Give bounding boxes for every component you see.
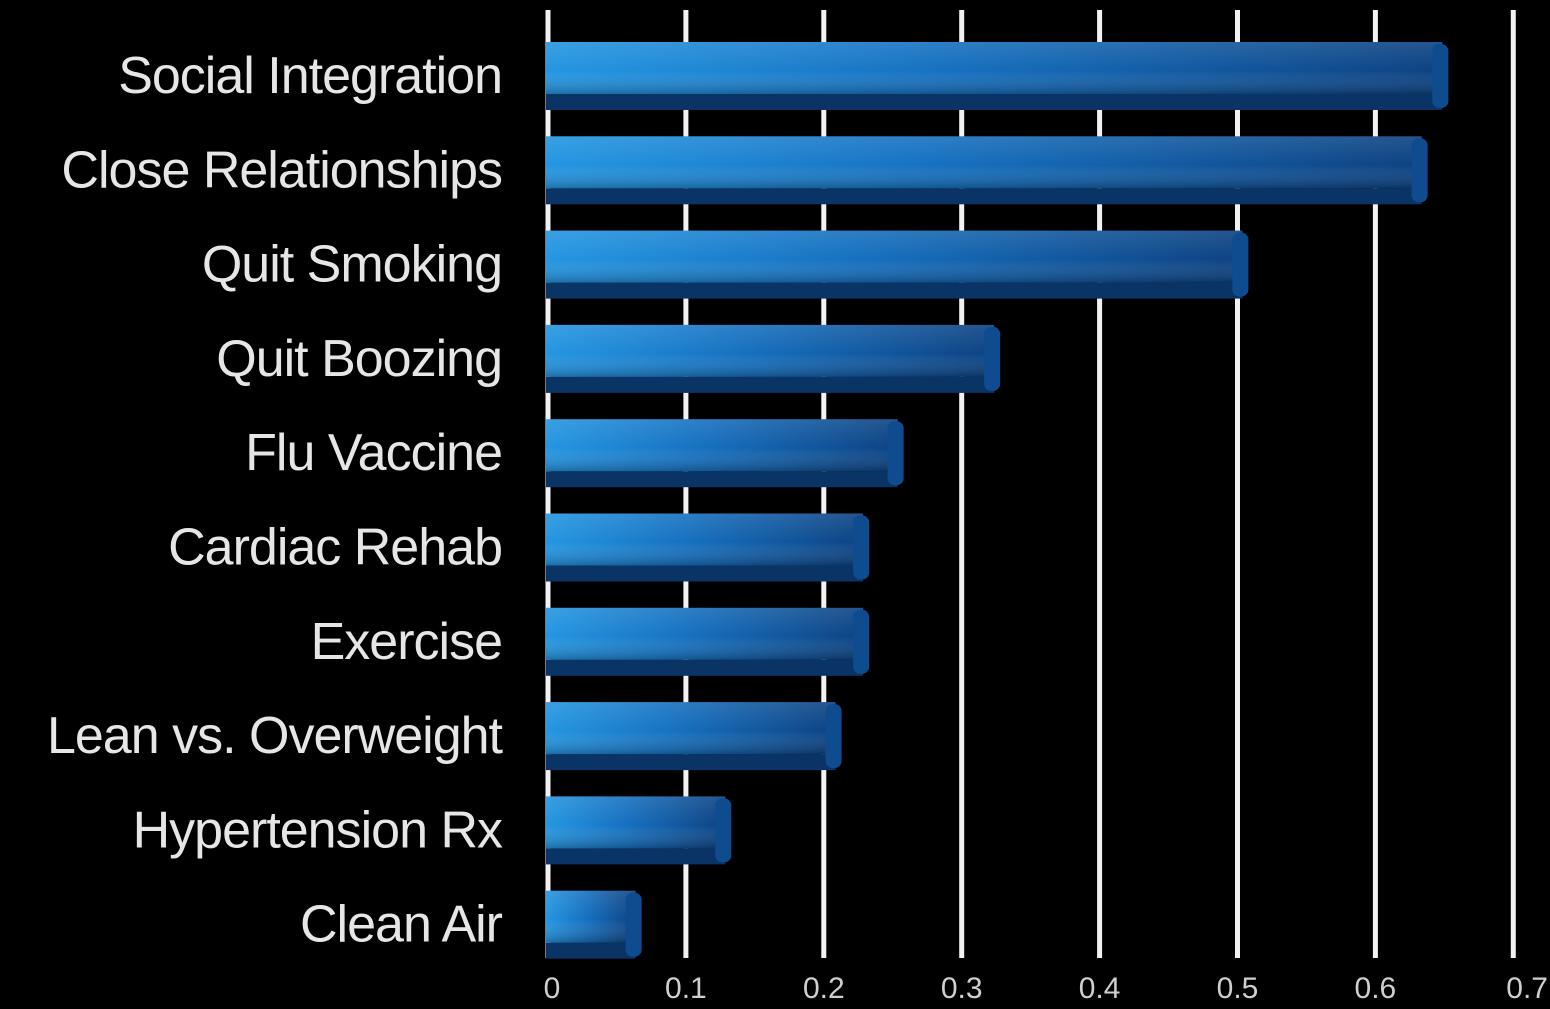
bar-end-cap-1 bbox=[1411, 138, 1428, 203]
bars bbox=[546, 42, 1449, 959]
bar-1 bbox=[546, 136, 1428, 205]
bar-bevel-3 bbox=[546, 376, 995, 393]
x-tick-label-6: 0.6 bbox=[1355, 972, 1397, 1005]
x-tick-label-0: 0 bbox=[544, 972, 561, 1005]
category-labels: Social Integration Close Relationships Qui… bbox=[47, 47, 505, 954]
bar-9 bbox=[546, 890, 642, 959]
bar-shade-0 bbox=[546, 42, 1443, 94]
bar-8 bbox=[546, 796, 732, 865]
bar-end-cap-6 bbox=[853, 609, 870, 674]
bar-4 bbox=[546, 419, 904, 488]
category-label-2: Quit Smoking bbox=[202, 236, 502, 294]
bar-5 bbox=[546, 513, 870, 582]
category-label-7: Lean vs. Overweight bbox=[47, 707, 504, 765]
bar-end-cap-7 bbox=[825, 704, 842, 769]
bar-bevel-1 bbox=[546, 188, 1422, 205]
bar-3 bbox=[546, 324, 1001, 393]
category-label-5: Cardiac Rehab bbox=[168, 519, 502, 577]
x-tick-label-2: 0.2 bbox=[803, 972, 845, 1005]
bar-2 bbox=[546, 230, 1249, 299]
category-label-1: Close Relationships bbox=[61, 141, 502, 199]
bar-shade-4 bbox=[546, 419, 898, 472]
bar-shade-6 bbox=[546, 607, 864, 660]
bar-end-cap-8 bbox=[715, 798, 732, 863]
bar-0 bbox=[546, 42, 1449, 110]
x-tick-label-1: 0.1 bbox=[665, 972, 707, 1005]
bar-shade-2 bbox=[546, 230, 1243, 283]
category-label-6: Exercise bbox=[311, 613, 502, 671]
bar-end-cap-0 bbox=[1432, 44, 1449, 108]
bar-shade-3 bbox=[546, 324, 995, 377]
bar-7 bbox=[546, 702, 842, 771]
bar-bevel-6 bbox=[546, 659, 864, 676]
bar-bevel-2 bbox=[546, 282, 1243, 299]
bar-bevel-5 bbox=[546, 565, 864, 582]
bar-end-cap-4 bbox=[887, 421, 904, 486]
bar-bevel-9 bbox=[546, 942, 636, 959]
bar-end-cap-3 bbox=[984, 326, 1001, 391]
x-tick-label-4: 0.4 bbox=[1079, 972, 1121, 1005]
x-tick-label-3: 0.3 bbox=[941, 972, 983, 1005]
x-tick-label-5: 0.5 bbox=[1217, 972, 1259, 1005]
category-label-8: Hypertension Rx bbox=[133, 801, 503, 859]
x-tick-label-7: 0.7 bbox=[1506, 972, 1548, 1005]
bar-end-cap-9 bbox=[625, 892, 642, 957]
bar-shade-7 bbox=[546, 702, 836, 755]
bar-shade-9 bbox=[546, 890, 636, 943]
category-label-9: Clean Air bbox=[300, 896, 503, 954]
bar-end-cap-5 bbox=[853, 515, 870, 580]
bar-bevel-0 bbox=[546, 94, 1443, 110]
bar-shade-1 bbox=[546, 136, 1422, 189]
category-label-3: Quit Boozing bbox=[216, 330, 502, 388]
bar-shade-8 bbox=[546, 796, 726, 849]
bar-bevel-4 bbox=[546, 471, 898, 488]
bar-6 bbox=[546, 607, 870, 676]
bar-bevel-8 bbox=[546, 848, 726, 865]
category-label-4: Flu Vaccine bbox=[245, 424, 502, 482]
x-axis-ticks: 0 0.1 0.2 0.3 0.4 0.5 0.6 0.7 bbox=[544, 972, 1548, 1005]
bar-bevel-7 bbox=[546, 754, 836, 771]
bar-end-cap-2 bbox=[1232, 232, 1249, 297]
bar-shade-5 bbox=[546, 513, 864, 566]
category-label-0: Social Integration bbox=[118, 47, 502, 105]
